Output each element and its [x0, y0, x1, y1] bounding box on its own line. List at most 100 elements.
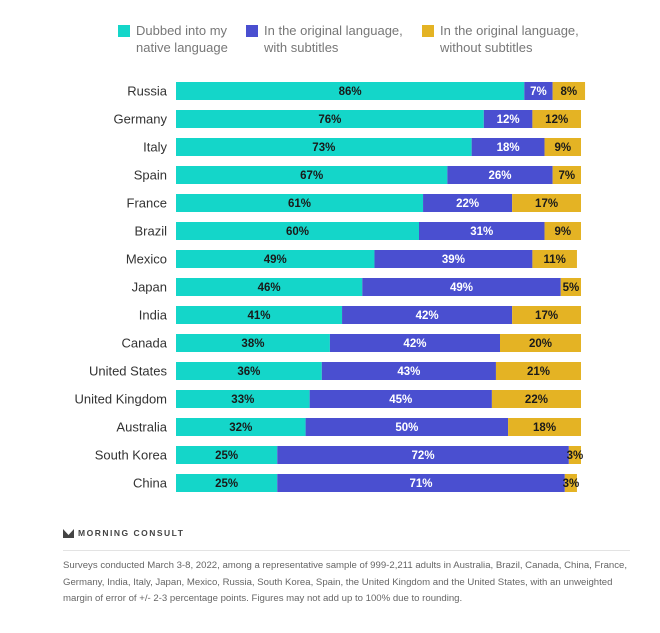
data-label: 9% [554, 226, 571, 238]
data-label: 71% [410, 478, 433, 490]
bar-segment [277, 446, 569, 464]
footnote: Surveys conducted March 3-8, 2022, among… [63, 560, 628, 604]
data-label: 61% [288, 198, 311, 210]
category-label: France [127, 196, 167, 211]
data-label: 9% [554, 142, 571, 154]
bar-segment [423, 194, 513, 212]
bar-segment [512, 194, 581, 212]
data-label: 18% [497, 142, 520, 154]
data-label: 25% [215, 478, 238, 490]
bar-segment [552, 166, 581, 184]
bar-segment [560, 278, 581, 296]
legend-item-dubbed: Dubbed into my native language [118, 22, 228, 56]
data-label: 42% [416, 310, 439, 322]
bar-segment [176, 474, 278, 492]
bar-segment [362, 278, 561, 296]
category-label: Japan [132, 280, 167, 295]
bar-segment [419, 222, 545, 240]
data-label: 67% [300, 170, 323, 182]
bar-segment [176, 222, 419, 240]
data-label: 49% [450, 282, 473, 294]
legend-swatch [246, 25, 258, 37]
data-label: 11% [543, 254, 565, 266]
bar-segment [176, 306, 343, 324]
bar-segment [176, 278, 363, 296]
data-label: 86% [339, 86, 362, 98]
bar-segment [491, 390, 581, 408]
category-label: Russia [127, 84, 168, 99]
bar-segment [176, 110, 484, 128]
morning-consult-logo: MORNING CONSULT [63, 528, 184, 538]
bar-segment [176, 390, 310, 408]
data-label: 32% [229, 422, 252, 434]
category-label: Brazil [134, 224, 167, 239]
bar-segment [176, 334, 330, 352]
category-label: Italy [143, 140, 167, 155]
bar-segment [342, 306, 513, 324]
legend-swatch [422, 25, 434, 37]
category-label: Germany [114, 112, 168, 127]
data-label: 21% [527, 366, 550, 378]
bar-segment [544, 222, 581, 240]
data-label: 26% [488, 170, 511, 182]
data-label: 25% [215, 450, 238, 462]
bar-segment [568, 446, 581, 464]
legend-label: native language [136, 40, 228, 55]
category-label: United Kingdom [75, 392, 168, 407]
data-label: 12% [545, 114, 568, 126]
legend-swatch [118, 25, 130, 37]
bar-segment [564, 474, 577, 492]
data-label: 7% [530, 86, 547, 98]
bar-segment [277, 474, 565, 492]
data-label: 5% [563, 282, 580, 294]
legend-label: Dubbed into my [136, 23, 228, 38]
data-label: 3% [567, 450, 584, 462]
data-label: 18% [533, 422, 556, 434]
bar-segment [176, 250, 375, 268]
data-label: 42% [403, 338, 426, 350]
bar-segment [176, 138, 472, 156]
bar-segment [374, 250, 533, 268]
data-label: 3% [563, 478, 580, 490]
category-label: South Korea [95, 448, 168, 463]
bar-segment [524, 82, 553, 100]
data-label: 45% [389, 394, 412, 406]
bar-segment [512, 306, 581, 324]
bar-segment [309, 390, 492, 408]
bar-segment [532, 110, 581, 128]
data-label: 72% [412, 450, 435, 462]
bar-segment [176, 166, 448, 184]
logo-icon [63, 528, 74, 538]
bar-segment [321, 362, 496, 380]
data-label: 39% [442, 254, 465, 266]
category-label: Canada [121, 336, 167, 351]
bar-segment [176, 418, 306, 436]
bar-segment [552, 82, 586, 100]
bar-segment [500, 334, 581, 352]
data-label: 33% [231, 394, 254, 406]
bar-segment [176, 194, 424, 212]
bar-segment [176, 82, 525, 100]
legend-label: In the original language, [264, 23, 403, 38]
category-label: United States [89, 364, 168, 379]
legend-item-no-subtitles: In the original language, without subtitl… [422, 22, 579, 56]
legend-label: In the original language, [440, 23, 579, 38]
bar-segment [532, 250, 577, 268]
bar-segment [544, 138, 581, 156]
category-label: Spain [134, 168, 167, 183]
data-label: 73% [312, 142, 335, 154]
bar-segment [483, 110, 533, 128]
data-label: 46% [258, 282, 281, 294]
data-label: 43% [397, 366, 420, 378]
data-label: 22% [525, 394, 548, 406]
data-label: 50% [395, 422, 418, 434]
data-label: 20% [529, 338, 552, 350]
category-label: Mexico [126, 252, 167, 267]
data-label: 60% [286, 226, 309, 238]
data-label: 38% [241, 338, 264, 350]
data-label: 49% [264, 254, 287, 266]
bar-segment [471, 138, 545, 156]
bar-chart: Russia 86% 7% 8% Germany 76% 12% 12% Italy 73% 18%… [75, 82, 586, 492]
bar-segment [447, 166, 553, 184]
